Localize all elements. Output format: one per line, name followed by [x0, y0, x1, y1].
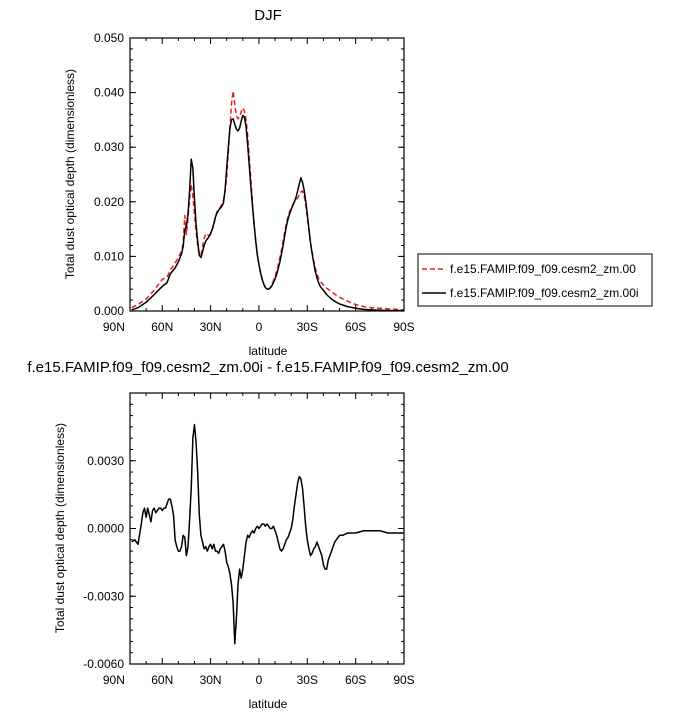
plot-area: 90N 60N 30N 0 30S 60S 90S 0.000 0.010 0.020 0.030 0…	[94, 31, 415, 334]
y-tick-label: 0.020	[94, 195, 124, 209]
y-tick-label: -0.0030	[83, 589, 124, 603]
y-tick-label: 0.040	[94, 86, 124, 100]
y-axis-label: Total dust optical depth (dimensionless)	[63, 69, 77, 279]
y-tick-label: 0.030	[94, 140, 124, 154]
legend: f.e15.FAMIP.f09_f09.cesm2_zm.00 f.e15.FA…	[417, 253, 653, 307]
y-axis-label: Total dust optical depth (dimensionless)	[53, 423, 67, 633]
series-line-1	[131, 423, 404, 645]
y-tick-label: 0.0030	[87, 454, 124, 468]
x-tick-label: 60S	[345, 320, 366, 334]
chart-title: DJF	[254, 7, 282, 24]
y-tick-label: 0.0000	[87, 522, 124, 536]
x-tick-label: 30S	[297, 320, 318, 334]
legend-label-series-2: f.e15.FAMIP.f09_f09.cesm2_zm.00i	[450, 286, 639, 300]
x-tick-label: 60N	[151, 673, 173, 687]
x-tick-label: 60S	[345, 673, 366, 687]
x-tick-label: 60N	[151, 320, 173, 334]
x-tick-label: 30N	[200, 673, 222, 687]
y-tick-label: -0.0060	[83, 657, 124, 671]
legend-label-series-1: f.e15.FAMIP.f09_f09.cesm2_zm.00	[450, 262, 636, 276]
difference-panel: f.e15.FAMIP.f09_f09.cesm2_zm.00i - f.e15…	[27, 359, 508, 711]
x-tick-label: 90S	[393, 673, 414, 687]
plot-frame	[129, 37, 405, 312]
chart-title: f.e15.FAMIP.f09_f09.cesm2_zm.00i - f.e15…	[27, 359, 508, 376]
legend-box	[417, 253, 653, 307]
plot-area: 90N 60N 30N 0 30S 60S 90S -0.0060 -0.0030 0.0000 0…	[83, 392, 415, 687]
x-tick-label: 0	[256, 320, 263, 334]
x-axis-label: latitude	[249, 344, 288, 358]
y-tick-label: 0.050	[94, 31, 124, 45]
x-tick-label: 90N	[103, 320, 125, 334]
plot-frame	[129, 392, 405, 665]
x-tick-label: 90S	[393, 320, 414, 334]
x-tick-label: 30N	[200, 320, 222, 334]
x-axis-label: latitude	[249, 697, 288, 711]
x-tick-label: 90N	[103, 673, 125, 687]
x-tick-label: 0	[256, 673, 263, 687]
dust-optical-depth-panel: DJF 90N 60N 30N 0 30S 60S 90S 0.000 0.010 0.020 0.…	[63, 7, 653, 358]
series-line-1	[131, 90, 405, 311]
series-line-2	[131, 114, 404, 312]
y-tick-label: 0.010	[94, 249, 124, 263]
x-tick-label: 30S	[297, 673, 318, 687]
y-tick-label: 0.000	[94, 304, 124, 318]
